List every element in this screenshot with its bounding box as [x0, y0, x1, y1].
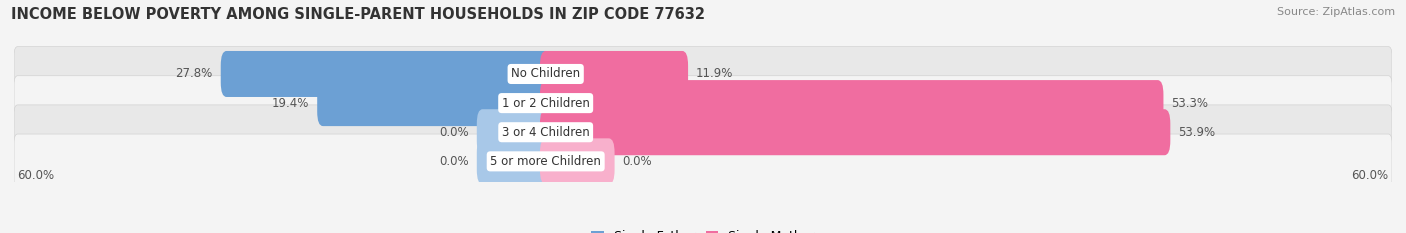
FancyBboxPatch shape [540, 109, 1170, 155]
FancyBboxPatch shape [14, 76, 1392, 130]
Text: 3 or 4 Children: 3 or 4 Children [502, 126, 589, 139]
Text: 1 or 2 Children: 1 or 2 Children [502, 97, 589, 110]
Text: 0.0%: 0.0% [439, 155, 468, 168]
FancyBboxPatch shape [14, 47, 1392, 101]
Text: 53.9%: 53.9% [1178, 126, 1216, 139]
Text: INCOME BELOW POVERTY AMONG SINGLE-PARENT HOUSEHOLDS IN ZIP CODE 77632: INCOME BELOW POVERTY AMONG SINGLE-PARENT… [11, 7, 706, 22]
Text: 11.9%: 11.9% [696, 68, 734, 80]
FancyBboxPatch shape [14, 105, 1392, 160]
Legend: Single Father, Single Mother: Single Father, Single Mother [586, 225, 820, 233]
Text: 19.4%: 19.4% [271, 97, 309, 110]
FancyBboxPatch shape [540, 51, 688, 97]
FancyBboxPatch shape [14, 134, 1392, 189]
Text: 60.0%: 60.0% [1351, 169, 1389, 182]
Text: 5 or more Children: 5 or more Children [491, 155, 602, 168]
Text: 0.0%: 0.0% [623, 155, 652, 168]
FancyBboxPatch shape [540, 138, 614, 184]
Text: 60.0%: 60.0% [17, 169, 55, 182]
FancyBboxPatch shape [477, 109, 551, 155]
FancyBboxPatch shape [477, 138, 551, 184]
FancyBboxPatch shape [318, 80, 551, 126]
FancyBboxPatch shape [221, 51, 551, 97]
Text: 27.8%: 27.8% [176, 68, 212, 80]
Text: 0.0%: 0.0% [439, 126, 468, 139]
Text: Source: ZipAtlas.com: Source: ZipAtlas.com [1277, 7, 1395, 17]
Text: No Children: No Children [512, 68, 581, 80]
FancyBboxPatch shape [540, 80, 1163, 126]
Text: 53.3%: 53.3% [1171, 97, 1209, 110]
